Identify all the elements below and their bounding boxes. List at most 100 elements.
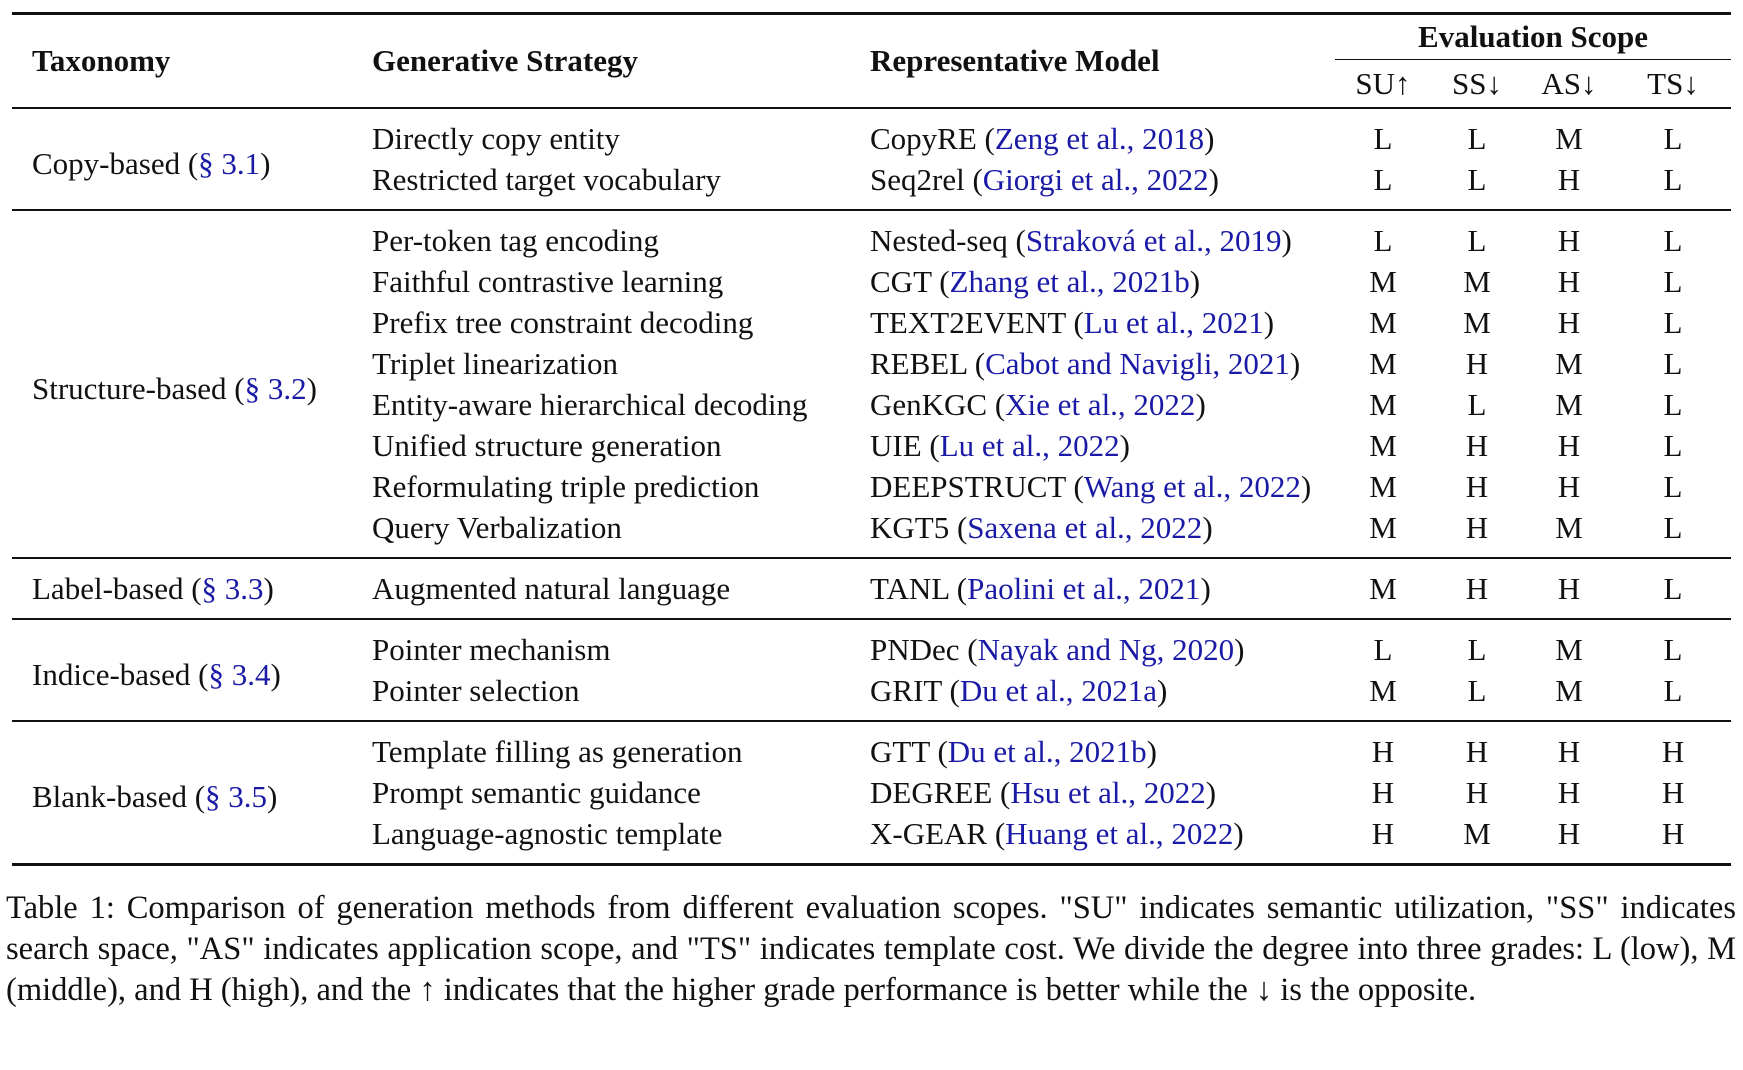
grade-su: H bbox=[1371, 733, 1395, 769]
grade-ts: L bbox=[1663, 222, 1683, 258]
citation-link[interactable]: Xie et al., 2022 bbox=[1005, 386, 1196, 422]
citation-link[interactable]: Zhang et al., 2021b bbox=[949, 263, 1190, 299]
citation-link[interactable]: Straková et al., 2019 bbox=[1025, 222, 1282, 258]
model-cell: KGT5 (Saxena et al., 2022) bbox=[850, 507, 1335, 558]
model-close-paren: ) bbox=[1204, 120, 1215, 156]
section-link[interactable]: § 3.2 bbox=[244, 370, 307, 406]
model-close-paren: ) bbox=[1233, 815, 1244, 851]
citation-link[interactable]: Du et al., 2021b bbox=[947, 733, 1147, 769]
citation-link[interactable]: Cabot and Navigli, 2021 bbox=[985, 345, 1290, 381]
table-caption: Table 1: Comparison of generation method… bbox=[6, 890, 1736, 1008]
section-link[interactable]: § 3.5 bbox=[205, 779, 268, 814]
grade-as: H bbox=[1557, 304, 1581, 340]
strategy-cell: Prefix tree constraint decoding bbox=[372, 304, 754, 340]
taxonomy-close-paren: ) bbox=[260, 145, 271, 181]
section-link[interactable]: § 3.1 bbox=[198, 145, 261, 181]
table-row: Query Verbalization KGT5 (Saxena et al., … bbox=[12, 507, 1731, 558]
taxonomy-label: Label-based ( bbox=[32, 570, 202, 606]
model-cell: CGT (Zhang et al., 2021b) bbox=[850, 261, 1335, 302]
taxonomy-cell: Label-based (§ 3.3) bbox=[12, 558, 352, 619]
grade-ss: H bbox=[1465, 427, 1489, 463]
model-name: GRIT ( bbox=[870, 672, 960, 708]
table-row: Label-based (§ 3.3) Augmented natural lan… bbox=[12, 558, 1732, 619]
strategy-cell: Reformulating triple prediction bbox=[372, 468, 760, 504]
header-ts: TS↓ bbox=[1647, 65, 1699, 101]
grade-as: H bbox=[1557, 774, 1581, 810]
model-name: TEXT2EVENT ( bbox=[870, 304, 1084, 340]
grade-ss: L bbox=[1467, 222, 1487, 258]
taxonomy-cell: Copy-based (§ 3.1) bbox=[12, 108, 352, 210]
model-close-paren: ) bbox=[1189, 263, 1201, 299]
table-row: Language-agnostic template X-GEAR (Huang … bbox=[12, 813, 1732, 865]
citation-link[interactable]: Lu et al., 2021 bbox=[1083, 304, 1264, 340]
taxonomy-close-paren: ) bbox=[306, 370, 317, 406]
section-link[interactable]: § 3.4 bbox=[208, 656, 271, 692]
citation-link[interactable]: Zeng et al., 2018 bbox=[994, 120, 1205, 156]
grade-su: M bbox=[1369, 345, 1397, 381]
grade-su: M bbox=[1369, 304, 1397, 340]
citation-link[interactable]: Huang et al., 2022 bbox=[1005, 815, 1234, 851]
header-evaluation-scope: Evaluation Scope bbox=[1335, 14, 1732, 60]
citation-link[interactable]: Nayak and Ng, 2020 bbox=[977, 631, 1235, 667]
strategy-cell: Pointer selection bbox=[372, 672, 580, 708]
model-cell: Nested-seq (Straková et al., 2019) bbox=[850, 210, 1335, 261]
section-link[interactable]: § 3.3 bbox=[201, 570, 264, 606]
model-cell: GenKGC (Xie et al., 2022) bbox=[850, 384, 1335, 425]
citation-link[interactable]: Paolini et al., 2021 bbox=[967, 570, 1201, 606]
strategy-cell: Language-agnostic template bbox=[372, 815, 723, 851]
header-strategy: Generative Strategy bbox=[372, 43, 638, 78]
grade-ss: L bbox=[1467, 386, 1487, 422]
strategy-cell: Augmented natural language bbox=[372, 570, 731, 606]
citation-link[interactable]: Wang et al., 2022 bbox=[1083, 468, 1301, 504]
taxonomy-close-paren: ) bbox=[270, 656, 281, 692]
grade-su: M bbox=[1369, 427, 1397, 463]
model-name: DEEPSTRUCT ( bbox=[870, 468, 1084, 504]
grade-ss: L bbox=[1467, 672, 1487, 708]
header-evaluation-scope-label: Evaluation Scope bbox=[1335, 19, 1732, 60]
grade-ts: L bbox=[1663, 345, 1683, 381]
grade-as: M bbox=[1555, 631, 1583, 667]
header-ss: SS↓ bbox=[1452, 65, 1502, 101]
model-name: CopyRE ( bbox=[870, 120, 995, 156]
model-close-paren: ) bbox=[1263, 304, 1275, 340]
model-close-paren: ) bbox=[1195, 386, 1206, 422]
grade-ss: H bbox=[1465, 733, 1489, 769]
grade-ss: M bbox=[1463, 263, 1491, 299]
model-cell: REBEL (Cabot and Navigli, 2021) bbox=[850, 343, 1335, 384]
model-name: PNDec ( bbox=[870, 631, 978, 667]
citation-link[interactable]: Saxena et al., 2022 bbox=[967, 509, 1203, 545]
grade-su: L bbox=[1373, 631, 1393, 667]
citation-link[interactable]: Du et al., 2021a bbox=[959, 672, 1157, 708]
grade-su: L bbox=[1373, 222, 1393, 258]
citation-link[interactable]: Hsu et al., 2022 bbox=[1010, 774, 1206, 810]
grade-su: M bbox=[1369, 509, 1397, 545]
citation-link[interactable]: Giorgi et al., 2022 bbox=[982, 161, 1209, 197]
grade-as: H bbox=[1557, 570, 1581, 606]
taxonomy-cell: Blank-based (§ 3.5) bbox=[12, 721, 352, 865]
model-cell: DEGREE (Hsu et al., 2022) bbox=[850, 772, 1335, 813]
grade-ts: L bbox=[1663, 509, 1683, 545]
model-close-paren: ) bbox=[1202, 509, 1213, 545]
model-cell: GRIT (Du et al., 2021a) bbox=[850, 670, 1335, 721]
citation-link[interactable]: Lu et al., 2022 bbox=[939, 427, 1120, 463]
table-row: Blank-based (§ 3.5) Template filling as g… bbox=[12, 721, 1732, 814]
grade-as: H bbox=[1557, 222, 1581, 258]
grade-ts: L bbox=[1663, 120, 1683, 156]
grade-su: L bbox=[1373, 120, 1393, 156]
grade-as: H bbox=[1557, 468, 1581, 504]
table-row: Restricted target vocabulary Seq2rel (Gio… bbox=[12, 159, 1731, 210]
model-name: GTT ( bbox=[870, 733, 948, 769]
table-row: Prompt semantic guidance DEGREE (Hsu et a… bbox=[12, 772, 1731, 813]
taxonomy-label: Indice-based ( bbox=[32, 656, 209, 692]
model-cell: TANL (Paolini et al., 2021) bbox=[850, 558, 1335, 619]
grade-ts: H bbox=[1661, 774, 1685, 810]
table-row: Unified structure generation UIE (Lu et a… bbox=[12, 425, 1731, 466]
taxonomy-label: Copy-based ( bbox=[32, 145, 199, 181]
grade-as: M bbox=[1555, 345, 1583, 381]
model-name: GenKGC ( bbox=[870, 386, 1006, 422]
grade-su: M bbox=[1369, 263, 1397, 299]
model-close-paren: ) bbox=[1300, 468, 1312, 504]
model-close-paren: ) bbox=[1281, 222, 1292, 258]
grade-ts: L bbox=[1663, 427, 1683, 463]
model-close-paren: ) bbox=[1205, 774, 1217, 810]
